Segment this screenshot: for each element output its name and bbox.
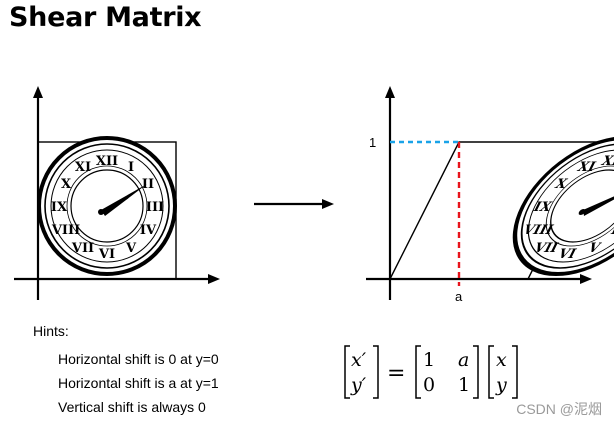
hint-item-3: Vertical shift is always 0 — [58, 399, 206, 415]
x-tick-label: a — [455, 289, 463, 304]
before-clock-image — [37, 136, 177, 276]
rhs-entry-1: x — [496, 349, 507, 371]
hint-item-2: Horizontal shift is a at y=1 — [58, 375, 219, 391]
hint-item-1: Horizontal shift is 0 at y=0 — [58, 351, 219, 367]
transform-arrow — [254, 199, 334, 209]
rhs-bracket-right — [512, 345, 518, 399]
matrix-bracket-right — [473, 345, 479, 399]
matrix-entry-22: 1 — [458, 374, 470, 396]
y-tick-label: 1 — [369, 135, 376, 150]
after-sheared-clock-image — [489, 138, 614, 274]
equals-sign: = — [387, 361, 405, 386]
matrix-entry-11: 1 — [423, 349, 435, 371]
rhs-entry-2: y — [495, 374, 507, 396]
page-title: Shear Matrix — [9, 2, 202, 33]
before-x-axis-arrow — [208, 274, 220, 284]
after-y-axis-arrow — [385, 86, 395, 98]
lhs-entry-2: y′ — [350, 374, 367, 396]
rhs-bracket-left — [488, 345, 494, 399]
lhs-bracket-left — [344, 345, 350, 399]
matrix-bracket-left — [415, 345, 421, 399]
lhs-bracket-right — [373, 345, 379, 399]
matrix-entry-12: a — [458, 349, 469, 371]
matrix-entry-21: 0 — [423, 374, 435, 396]
before-y-axis-arrow — [33, 86, 43, 98]
after-x-axis-arrow — [580, 274, 592, 284]
shear-equation — [344, 345, 518, 399]
lhs-entry-1: x′ — [351, 349, 367, 371]
hints-heading: Hints: — [33, 323, 69, 339]
before-diagram — [14, 86, 220, 300]
after-diagram: 1 a — [366, 86, 614, 304]
watermark: CSDN @泥烟 — [516, 401, 602, 417]
